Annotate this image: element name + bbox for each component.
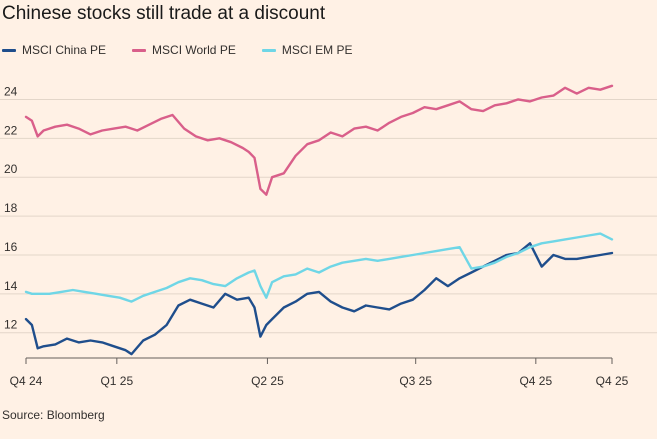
x-axis: Q4 24 Q1 25 Q2 25 Q3 25 Q4 25 Q4 25 <box>10 357 629 388</box>
x-tick-label-2: Q2 25 <box>251 374 284 388</box>
y-tick-label-14: 14 <box>4 279 18 293</box>
series-lines <box>24 84 614 356</box>
series-line-msci-china-pe <box>24 242 614 356</box>
x-tick-label-3: Q3 25 <box>399 374 432 388</box>
legend-item-msci-em: MSCI EM PE <box>261 43 353 57</box>
legend-swatch-msci-china <box>2 48 16 52</box>
legend-swatch-msci-world <box>132 48 147 52</box>
legend-label-msci-china: MSCI China PE <box>22 43 107 57</box>
y-tick-label-24: 24 <box>4 84 18 98</box>
y-tick-label-20: 20 <box>4 162 18 176</box>
legend-label-msci-world: MSCI World PE <box>152 43 236 57</box>
legend-label-msci-em: MSCI EM PE <box>281 43 353 57</box>
legend-item-msci-world: MSCI World PE <box>132 43 236 57</box>
y-tick-label-18: 18 <box>4 201 18 215</box>
grid-lines: 12 14 16 18 20 22 24 <box>0 84 657 334</box>
x-tick-label-4: Q4 25 <box>519 374 552 388</box>
chart-title: Chinese stocks still trade at a discount <box>2 3 326 24</box>
series-line-msci-em-pe <box>24 232 614 303</box>
source-note: Source: Bloomberg <box>2 408 105 422</box>
x-tick-label-5: Q4 25 <box>596 374 629 388</box>
y-tick-label-16: 16 <box>4 240 18 254</box>
x-tick-label-1: Q1 25 <box>100 374 133 388</box>
x-tick-label-0: Q4 24 <box>10 374 43 388</box>
legend-swatch-msci-em <box>261 48 276 52</box>
legend: MSCI China PE MSCI World PE MSCI EM PE <box>2 43 379 57</box>
series-line-msci-world-pe <box>24 84 614 196</box>
y-tick-label-22: 22 <box>4 123 18 137</box>
y-tick-label-12: 12 <box>4 318 18 332</box>
legend-item-msci-china: MSCI China PE <box>2 43 106 57</box>
